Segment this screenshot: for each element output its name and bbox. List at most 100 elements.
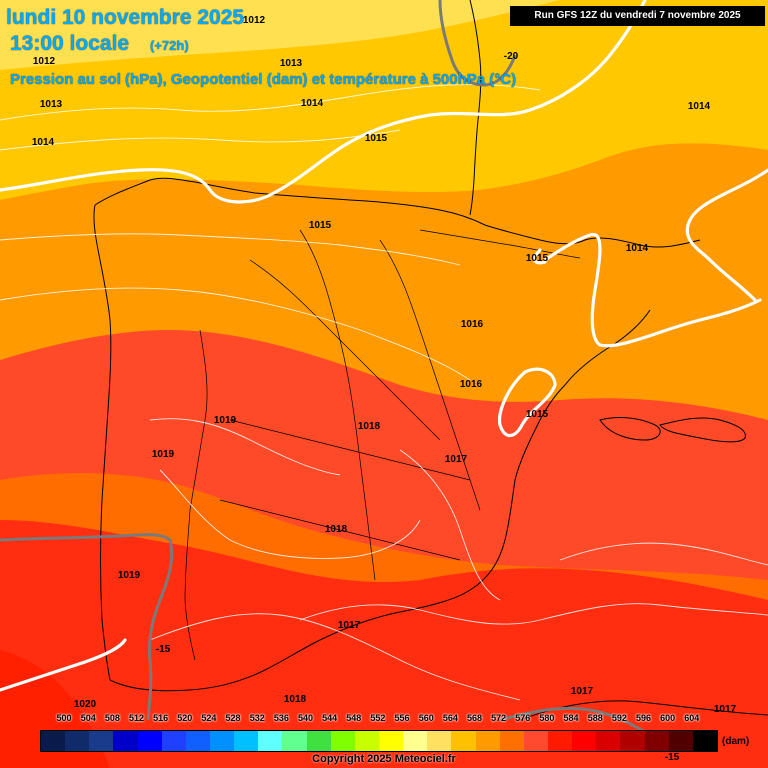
- legend-tick-label: 500: [56, 713, 72, 723]
- legend-tick-label: 548: [346, 713, 362, 723]
- legend-unit: (dam): [722, 736, 750, 747]
- legend-tick-label: 600: [660, 713, 676, 723]
- legend-swatch: [282, 731, 307, 751]
- legend-tick-label: 540: [297, 713, 314, 723]
- isobar-1020: [0, 638, 127, 692]
- legend-swatch: [306, 731, 331, 751]
- isobar-label: 1015: [526, 253, 549, 264]
- legend-swatch: [234, 731, 259, 751]
- legend-tick-label: 536: [273, 713, 289, 723]
- isotherm-minus15-west: [0, 533, 174, 721]
- legend-swatch: [378, 731, 404, 751]
- legend-tick-label: 528: [225, 713, 241, 723]
- legend-swatch: [451, 731, 476, 751]
- legend-tick-label: 532: [249, 713, 265, 723]
- legend-swatch: [596, 731, 621, 751]
- legend-tick-label: 588: [587, 713, 603, 723]
- country-borders: [184, 229, 581, 661]
- legend-tick-label: 512: [128, 713, 145, 723]
- legend-swatch: [644, 731, 669, 751]
- thin-contours: [0, 84, 768, 701]
- band-568-fill: [0, 143, 768, 420]
- legend-swatch: [523, 731, 548, 751]
- legend-swatch: [427, 731, 452, 751]
- isobar-label: 1017: [445, 454, 468, 465]
- isobar-label: 1015: [365, 133, 388, 144]
- isobar-label: 1017: [714, 704, 737, 715]
- legend-swatch: [620, 731, 645, 751]
- isotherm-minus20: [438, 0, 517, 87]
- legend-tick-label: 516: [153, 713, 169, 723]
- legend-color-bar: [40, 730, 718, 752]
- isotherm-minus15-east: [499, 706, 661, 742]
- legend-tick-label: 596: [635, 713, 652, 723]
- isobar-label: 1013: [40, 99, 63, 110]
- temperature-labels: -20 -15 -15: [156, 51, 680, 763]
- legend-tick-label: 572: [491, 713, 507, 723]
- legend-swatch: [41, 731, 66, 751]
- band-548-top: [0, 0, 560, 70]
- legend-swatch: [547, 731, 573, 751]
- legend-swatch: [692, 731, 717, 751]
- isobar-label: 1017: [338, 620, 361, 631]
- run-info: Run GFS 12Z du vendredi 7 novembre 2025: [510, 6, 765, 26]
- legend-swatch: [475, 731, 500, 751]
- isobar-label: 1015: [309, 220, 332, 231]
- legend-tick-label: 580: [539, 713, 555, 723]
- isobar-label: 1016: [460, 379, 483, 390]
- legend-swatch: [572, 731, 597, 751]
- isobar-label: 1013: [280, 58, 303, 69]
- parameter-description: Pression au sol (hPa), Geopotentiel (dam…: [10, 71, 517, 88]
- isobar-label: 1018: [325, 524, 348, 535]
- forecast-time: 13:00 locale: [10, 32, 130, 55]
- isobar-label: 1016: [461, 319, 484, 330]
- band-564-tail: [0, 473, 768, 600]
- isobar-label: 1019: [118, 570, 141, 581]
- legend-swatch: [258, 731, 283, 751]
- forecast-date: lundi 10 novembre 2025: [6, 6, 245, 29]
- isobar-label: 1015: [526, 409, 549, 420]
- legend-swatch: [89, 731, 114, 751]
- isobar-label: 1019: [214, 415, 237, 426]
- isobar-label: 1017: [571, 686, 594, 697]
- legend-ticks: 500 504 508 512 516 520 524 528 532 536 540 544 548 5…: [40, 713, 730, 727]
- isobar-label: 1018: [358, 421, 381, 432]
- legend-tick-label: 520: [177, 713, 193, 723]
- isotherm-label: -15: [665, 752, 680, 763]
- isotherms: [0, 0, 661, 742]
- legend-tick-label: 544: [322, 713, 338, 723]
- legend-swatch: [499, 731, 524, 751]
- isobars: [0, 0, 768, 692]
- isotherm-label: -20: [504, 51, 519, 62]
- legend-tick-label: 568: [466, 713, 483, 723]
- legend-swatch: [403, 731, 428, 751]
- legend-swatch: [65, 731, 90, 751]
- isobar-label: 1014: [626, 243, 649, 254]
- legend-tick-label: 604: [684, 713, 700, 723]
- legend-swatch: [161, 731, 186, 751]
- isotherm-label: -15: [156, 644, 171, 655]
- isobar-1015-hook: [532, 248, 547, 265]
- isobar-1015-east: [685, 168, 768, 302]
- legend-swatch: [330, 731, 355, 751]
- isobar-label: 1012: [33, 56, 56, 67]
- isobar-label: 1018: [284, 694, 307, 705]
- forecast-lead-time: (+72h): [150, 38, 189, 53]
- legend-swatch: [113, 731, 138, 751]
- isobar-1015-valencia: [498, 367, 557, 438]
- legend-swatch: [185, 731, 210, 751]
- legend-tick-label: 524: [201, 713, 217, 723]
- legend-tick-label: 504: [80, 713, 96, 723]
- legend-swatch: [354, 731, 379, 751]
- isobar-label: 1020: [74, 699, 97, 710]
- copyright: Copyright 2025 Meteociel.fr: [312, 753, 456, 765]
- legend-tick-label: 584: [563, 713, 579, 723]
- legend-tick-label: 576: [515, 713, 531, 723]
- isobar-1015: [0, 0, 647, 204]
- legend-tick-label: 508: [104, 713, 120, 723]
- isobar-labels: 1012 1012 1013 1013 1014 1014 1014 1015 …: [32, 15, 737, 715]
- isobar-label: 1012: [243, 15, 266, 26]
- legend-tick-label: 592: [611, 713, 627, 723]
- legend-swatch: [209, 731, 235, 751]
- legend-tick-label: 564: [442, 713, 458, 723]
